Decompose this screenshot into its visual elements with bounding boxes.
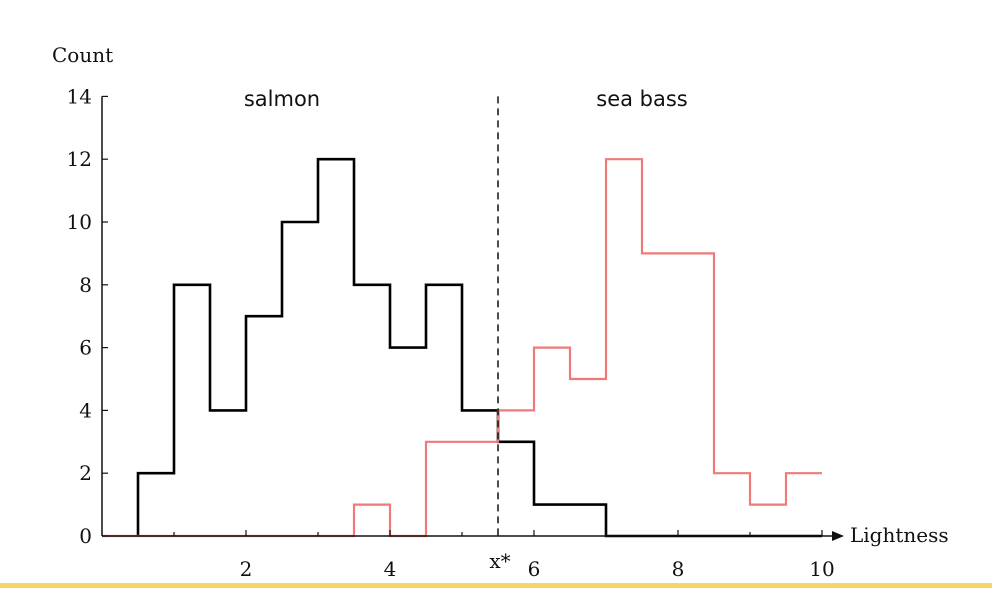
y-tick-label: 0 [79, 524, 92, 548]
threshold-label: x* [489, 549, 510, 573]
x-tick-label: 8 [672, 557, 685, 581]
y-tick-label: 2 [79, 461, 92, 485]
series-line-salmon [136, 157, 822, 538]
y-ticks: 0 2 4 6 8 10 12 14 [67, 84, 108, 548]
plot-area [102, 96, 822, 538]
x-axis-arrowhead [832, 531, 844, 541]
x-ticks: 2 4 6 8 10 [173, 530, 835, 581]
y-tick-label: 12 [67, 147, 92, 171]
y-tick-label: 4 [79, 398, 92, 422]
series-label-sea-bass: sea bass [596, 87, 688, 111]
series-label-salmon: salmon [244, 87, 320, 111]
y-tick-label: 14 [67, 84, 92, 108]
x-tick-label: 6 [528, 557, 541, 581]
y-tick-label: 10 [67, 210, 92, 234]
x-tick-label: 2 [240, 557, 253, 581]
x-tick-label: 4 [384, 557, 397, 581]
bottom-rule [0, 583, 992, 588]
y-tick-label: 8 [79, 273, 92, 297]
y-axis-title: Count [52, 43, 113, 67]
x-tick-label: 10 [809, 557, 834, 581]
x-axis-title: Lightness [850, 523, 949, 547]
y-tick-label: 6 [79, 336, 92, 360]
axes: 2 4 6 8 10 0 2 4 6 8 10 12 14 [67, 84, 844, 581]
